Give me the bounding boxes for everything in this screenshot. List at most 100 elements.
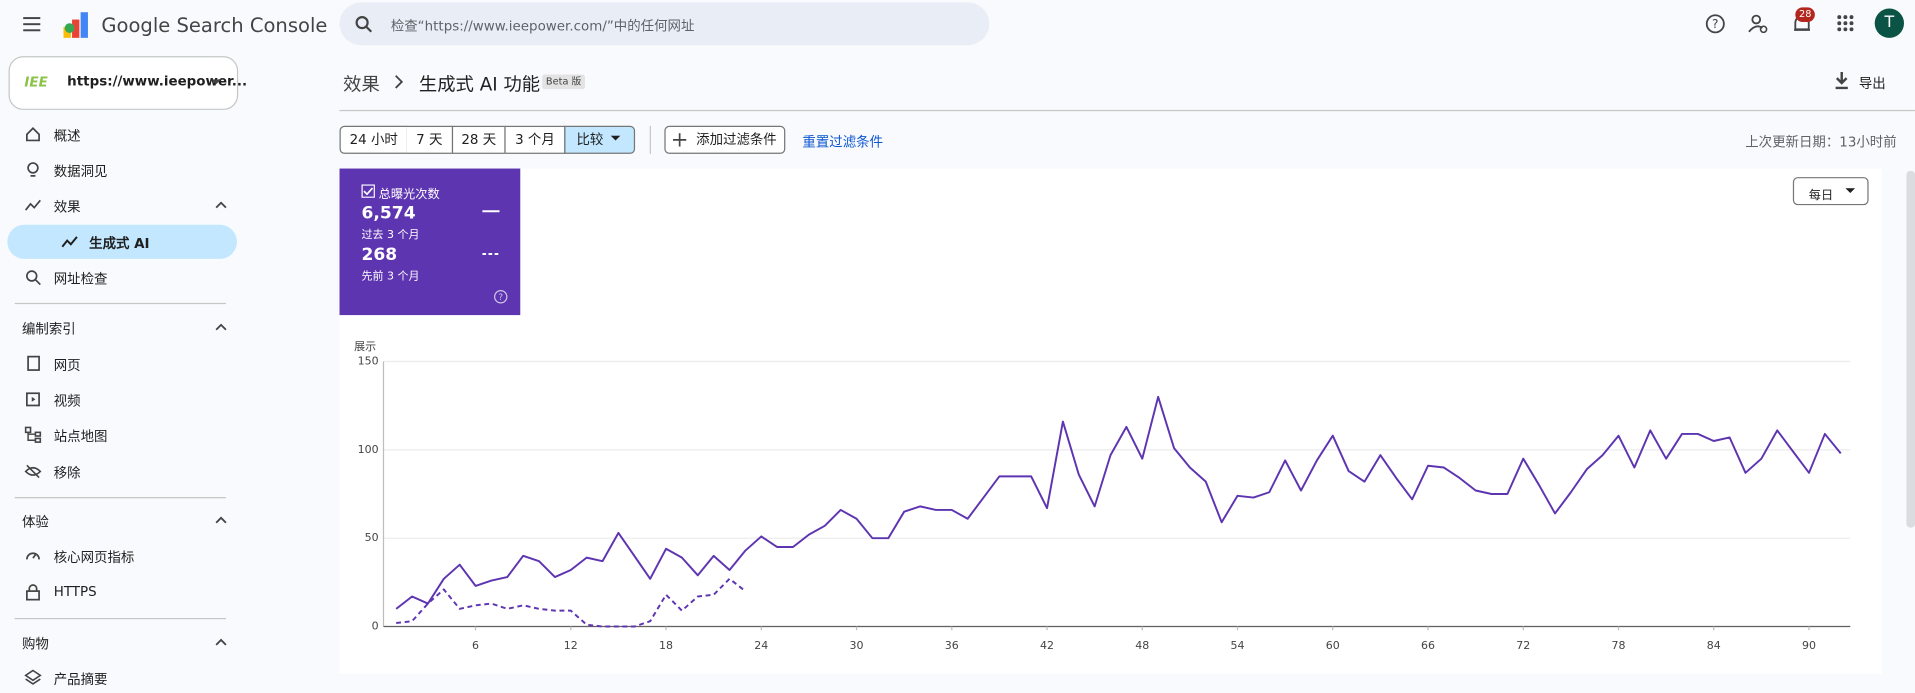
scrollbar[interactable] bbox=[1906, 170, 1915, 528]
x-tick-label: 36 bbox=[945, 639, 959, 652]
page-title: 生成式 AI 功能 bbox=[418, 73, 541, 96]
separator bbox=[14, 302, 226, 305]
apps-icon[interactable] bbox=[1836, 13, 1856, 33]
notification-badge: 28 bbox=[1795, 7, 1816, 22]
nav-item[interactable]: HTTPS bbox=[53, 583, 97, 600]
x-tick-label: 18 bbox=[659, 639, 673, 652]
nav-item[interactable]: 概述 bbox=[53, 128, 81, 145]
x-tick-label: 54 bbox=[1231, 639, 1245, 652]
search-icon bbox=[355, 15, 373, 33]
logo-icon bbox=[63, 12, 88, 38]
x-tick-label: 72 bbox=[1516, 639, 1530, 652]
range-button[interactable]: 3 个月 bbox=[504, 125, 566, 154]
range-button[interactable]: 7 天 bbox=[406, 125, 454, 154]
nav-section-title[interactable]: 体验 bbox=[21, 514, 49, 531]
y-tick-label: 100 bbox=[358, 443, 379, 456]
dropdown-caret bbox=[211, 79, 222, 85]
granularity-dropdown[interactable] bbox=[1792, 177, 1869, 206]
nav-item[interactable]: 视频 bbox=[53, 393, 81, 410]
nav-selected-bg bbox=[7, 224, 237, 259]
add-filter-button[interactable]: 添加过滤条件 bbox=[664, 125, 786, 154]
filter-divider bbox=[649, 125, 651, 154]
nav-item[interactable]: 移除 bbox=[53, 465, 81, 482]
metric-previous-value: 268 bbox=[361, 245, 398, 266]
x-tick-label: 24 bbox=[754, 639, 768, 652]
x-tick-label: 30 bbox=[850, 639, 864, 652]
export-button[interactable]: 导出 bbox=[1858, 75, 1886, 92]
nav-section-title[interactable]: 编制索引 bbox=[21, 321, 76, 338]
x-tick-label: 66 bbox=[1421, 639, 1435, 652]
x-tick-label: 6 bbox=[472, 639, 479, 652]
export-icon[interactable] bbox=[1833, 71, 1850, 91]
collapse-icon[interactable] bbox=[215, 515, 227, 525]
collapse-icon[interactable] bbox=[215, 638, 227, 648]
dropdown-caret bbox=[610, 135, 621, 141]
metric-help-icon[interactable]: ? bbox=[493, 289, 508, 304]
property-url: https://www.ieepower... bbox=[67, 73, 248, 90]
nav-item[interactable]: 数据洞见 bbox=[53, 163, 108, 180]
granularity-label: 每日 bbox=[1808, 189, 1834, 203]
help-icon[interactable]: ? bbox=[1705, 13, 1726, 34]
separator bbox=[14, 617, 226, 620]
nav-icon bbox=[24, 426, 42, 443]
y-tick-label: 0 bbox=[372, 620, 379, 633]
beta-badge: Beta 版 bbox=[542, 74, 586, 90]
account-settings-icon[interactable] bbox=[1748, 13, 1769, 34]
nav-icon bbox=[26, 392, 40, 407]
y-tick-label: 50 bbox=[365, 531, 379, 544]
nav-icon bbox=[27, 355, 40, 371]
separator bbox=[14, 497, 226, 499]
range-button[interactable]: 24 小时 bbox=[339, 125, 408, 154]
collapse-icon[interactable] bbox=[215, 322, 227, 332]
nav-item[interactable]: 产品摘要 bbox=[53, 671, 108, 688]
legend-solid bbox=[482, 210, 500, 213]
search-placeholder: 检查“https://www.ieepower.com/”中的任何网址 bbox=[390, 18, 695, 35]
metric-previous-label: 先前 3 个月 bbox=[361, 271, 420, 284]
nav-icon bbox=[26, 127, 40, 142]
x-tick-label: 78 bbox=[1612, 639, 1626, 652]
search-box[interactable] bbox=[339, 2, 990, 46]
nav-icon bbox=[24, 669, 42, 685]
nav-icon bbox=[24, 199, 41, 211]
nav-item[interactable]: 网页 bbox=[53, 357, 81, 374]
nav-section-title[interactable]: 购物 bbox=[21, 636, 49, 653]
metric-title: 总曝光次数 bbox=[378, 188, 440, 202]
x-tick-label: 42 bbox=[1040, 639, 1054, 652]
nav-icon bbox=[61, 236, 78, 248]
metric-checkbox[interactable] bbox=[361, 184, 375, 198]
nav-item[interactable]: 站点地图 bbox=[53, 428, 108, 445]
x-tick-label: 12 bbox=[564, 639, 578, 652]
series-line bbox=[396, 577, 747, 628]
breadcrumb[interactable]: 效果 bbox=[343, 73, 380, 96]
reset-filter-link[interactable]: 重置过滤条件 bbox=[802, 134, 883, 151]
svg-text:?: ? bbox=[1712, 17, 1718, 31]
x-tick-label: 60 bbox=[1326, 639, 1340, 652]
nav-item-selected[interactable]: 生成式 AI bbox=[89, 235, 150, 252]
svg-text:?: ? bbox=[498, 293, 503, 303]
plus-icon bbox=[672, 133, 687, 147]
avatar[interactable]: T bbox=[1874, 8, 1905, 38]
nav-item[interactable]: 核心网页指标 bbox=[53, 549, 135, 566]
chart-card bbox=[339, 168, 1883, 675]
nav-item[interactable]: 网址检查 bbox=[53, 271, 108, 288]
menu-icon[interactable] bbox=[22, 15, 44, 35]
property-logo: IEE bbox=[24, 74, 48, 91]
dropdown-caret bbox=[1845, 188, 1856, 193]
property-selector[interactable] bbox=[8, 56, 239, 110]
y-axis-label: 展示 bbox=[354, 340, 376, 353]
breadcrumb-chevron bbox=[395, 75, 404, 89]
nav-item[interactable]: 效果 bbox=[53, 199, 81, 215]
nav-icon bbox=[26, 584, 40, 601]
x-tick-label: 90 bbox=[1802, 639, 1816, 652]
compare-button[interactable]: 比较 bbox=[564, 125, 636, 154]
collapse-icon[interactable] bbox=[215, 200, 227, 210]
last-updated: 上次更新日期：13小时前 bbox=[1745, 134, 1897, 151]
x-tick-label: 48 bbox=[1135, 639, 1149, 652]
x-tick-label: 84 bbox=[1707, 639, 1721, 652]
metric-tile[interactable] bbox=[339, 168, 521, 316]
app-name: Google Search Console bbox=[101, 13, 328, 37]
metric-current-label: 过去 3 个月 bbox=[361, 229, 420, 242]
